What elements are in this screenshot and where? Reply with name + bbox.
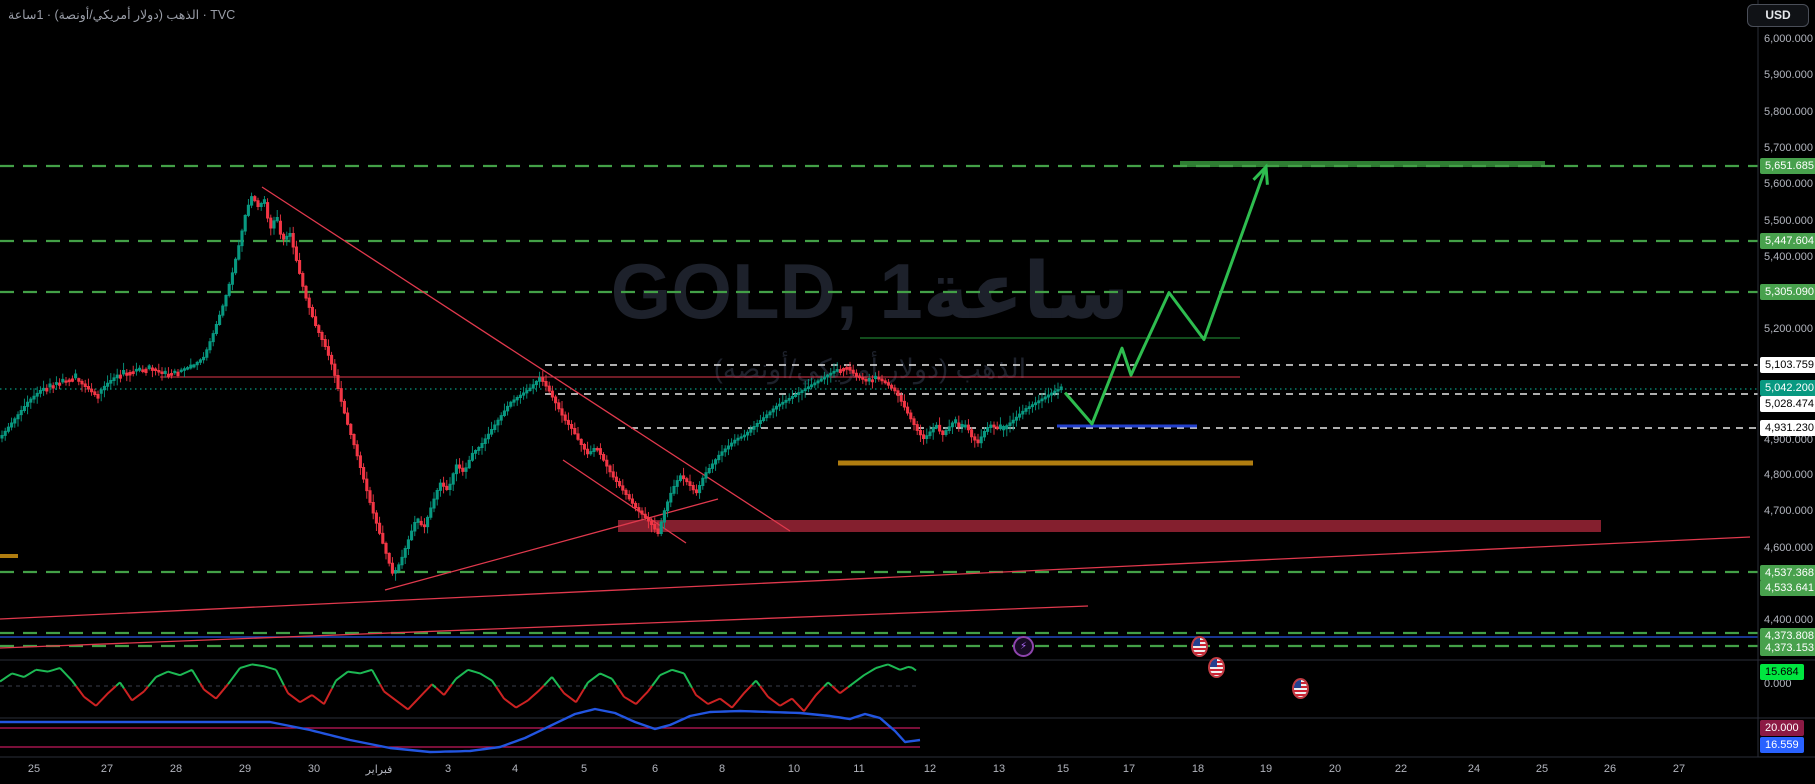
us-flag-icon[interactable] [1191, 636, 1208, 657]
price-badge: 4,931.230 [1760, 420, 1815, 436]
time-tick-label: 3 [444, 763, 452, 775]
time-tick-label: 27 [1672, 763, 1686, 775]
time-tick-label: 4 [511, 763, 519, 775]
oscillator1-line [0, 663, 917, 712]
price-tick-label: 5,500.000 [1764, 215, 1813, 227]
price-tick-label: 5,700.000 [1764, 142, 1813, 154]
time-tick-label: 26 [1603, 763, 1617, 775]
price-tick-label: 4,700.000 [1764, 505, 1813, 517]
time-tick-label: 29 [238, 763, 252, 775]
time-axis[interactable]: 25 27 28 29 30 فبراير 3 4 5 6 8 10 11 12 13 15 17 18 19 20 2… [0, 757, 1815, 784]
price-badge: 5,103.759 [1760, 357, 1815, 373]
target-zone[interactable] [1180, 161, 1545, 167]
projection-path[interactable] [1063, 163, 1269, 426]
trendline-ascending-long[interactable] [0, 536, 1751, 620]
time-tick-label: 15 [1056, 763, 1070, 775]
us-flag-icon[interactable] [1208, 657, 1225, 678]
price-badge: 4,373.153 [1760, 640, 1815, 656]
time-tick-label: 30 [307, 763, 321, 775]
trendline-ascending-steep[interactable] [384, 498, 719, 591]
time-tick-label: 11 [853, 763, 865, 775]
flag-canton [1193, 638, 1200, 646]
time-tick-label: 22 [1394, 763, 1408, 775]
price-tick-label: 5,200.000 [1764, 323, 1813, 335]
price-tick-label: 4,600.000 [1764, 542, 1813, 554]
time-tick-label: 24 [1467, 763, 1481, 775]
time-tick-label: 6 [651, 763, 659, 775]
time-tick-label: 8 [718, 763, 726, 775]
flag-canton [1294, 680, 1301, 688]
time-tick-label: 20 [1328, 763, 1342, 775]
price-badge: 5,028.474 [1760, 396, 1815, 412]
price-axis[interactable]: 6,000.000 5,900.000 5,800.000 5,700.000 5,60… [1758, 0, 1815, 757]
time-tick-label: 5 [580, 763, 588, 775]
price-badge: 5,305.090 [1760, 284, 1815, 300]
price-tick-label: 4,400.000 [1764, 614, 1813, 626]
flag-canton [1210, 659, 1217, 667]
price-tick-label: 5,900.000 [1764, 69, 1813, 81]
price-badge: 20.000 [1760, 720, 1804, 736]
time-tick-label: 25 [27, 763, 41, 775]
time-tick-label: 25 [1535, 763, 1549, 775]
trendline-ascending-low[interactable] [0, 605, 1089, 649]
supply-zone[interactable] [618, 520, 1601, 532]
candles-layer [0, 192, 1063, 581]
time-tick-label: فبراير [365, 764, 393, 776]
symbol-legend[interactable]: الذهب (دولار أمريكي/أونصة) · 1ساعة · TVC [8, 8, 236, 22]
us-flag-icon[interactable] [1292, 678, 1309, 699]
price-badge: 16.559 [1760, 737, 1804, 753]
trendline-descending-channel[interactable] [562, 459, 687, 544]
price-tick-label: 5,400.000 [1764, 251, 1813, 263]
lightning-alert-icon[interactable]: ⚡ [1013, 636, 1034, 657]
time-tick-label: 18 [1191, 763, 1205, 775]
oscillator2-line [0, 707, 921, 754]
time-tick-label: 17 [1122, 763, 1136, 775]
price-badge: 4,533.641 [1760, 580, 1815, 596]
currency-usd-button[interactable]: USD [1747, 4, 1809, 27]
price-tick-label: 0.000 [1764, 678, 1792, 690]
price-badge: 5,651.685 [1760, 158, 1815, 174]
price-tick-label: 5,800.000 [1764, 106, 1813, 118]
time-tick-label: 28 [169, 763, 183, 775]
trendline-descending-main[interactable] [261, 186, 791, 532]
time-tick-label: 12 [923, 763, 937, 775]
time-tick-label: 19 [1259, 763, 1273, 775]
price-badge: 5,447.604 [1760, 233, 1815, 249]
price-tick-label: 5,600.000 [1764, 178, 1813, 190]
time-tick-label: 13 [992, 763, 1006, 775]
price-badge: 4,537.368 [1760, 565, 1815, 581]
price-badge: 5,042.200 [1760, 380, 1815, 396]
time-tick-label: 27 [100, 763, 114, 775]
price-tick-label: 4,900.000 [1764, 434, 1813, 446]
price-tick-label: 6,000.000 [1764, 33, 1813, 45]
time-tick-label: 10 [787, 763, 801, 775]
price-tick-label: 4,800.000 [1764, 469, 1813, 481]
svg-text:GOLD, 1ساعة: GOLD, 1ساعة [611, 247, 1130, 335]
price-badge: 15.684 [1760, 664, 1804, 680]
event-markers-layer: ⚡ [0, 0, 1815, 699]
